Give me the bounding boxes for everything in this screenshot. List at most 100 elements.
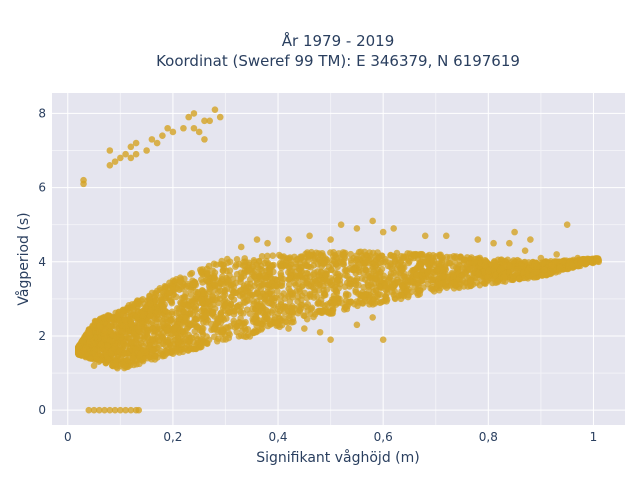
data-point xyxy=(314,268,321,275)
data-point xyxy=(360,283,367,291)
data-point xyxy=(322,272,329,280)
data-point xyxy=(128,321,135,329)
data-point xyxy=(257,302,265,310)
data-point xyxy=(579,258,587,266)
data-point xyxy=(480,268,487,276)
data-point xyxy=(443,284,451,291)
data-point xyxy=(159,303,167,311)
data-point xyxy=(178,341,185,348)
data-point xyxy=(122,406,129,414)
data-point xyxy=(158,297,165,304)
data-point xyxy=(148,136,156,143)
data-point xyxy=(132,139,140,147)
data-point xyxy=(130,361,138,369)
data-point xyxy=(152,290,160,298)
data-point xyxy=(74,349,82,356)
data-point xyxy=(127,154,135,162)
data-point xyxy=(228,286,236,294)
data-point xyxy=(377,259,384,267)
data-point xyxy=(327,266,335,273)
data-point xyxy=(144,333,152,341)
data-point xyxy=(364,279,372,286)
data-point xyxy=(117,333,125,341)
data-point xyxy=(323,286,331,293)
data-point xyxy=(525,271,533,279)
data-point xyxy=(219,261,226,269)
data-point xyxy=(327,336,334,343)
data-point xyxy=(223,255,231,263)
data-point xyxy=(269,252,277,259)
data-point xyxy=(199,325,207,332)
data-point xyxy=(264,314,271,322)
data-point xyxy=(494,278,501,286)
data-point xyxy=(253,319,261,327)
data-point xyxy=(120,350,128,357)
data-point xyxy=(414,287,422,295)
data-point xyxy=(136,360,143,368)
data-point xyxy=(344,272,351,280)
data-point xyxy=(180,124,187,132)
data-point xyxy=(393,249,401,257)
data-point xyxy=(324,308,332,315)
data-point xyxy=(458,272,466,280)
data-point xyxy=(394,261,402,269)
data-point xyxy=(132,346,140,353)
data-point xyxy=(427,268,435,275)
data-point xyxy=(119,360,127,368)
data-point xyxy=(273,287,281,295)
data-point xyxy=(272,319,280,327)
data-point xyxy=(379,228,387,236)
data-point xyxy=(509,271,517,279)
data-point xyxy=(164,124,171,132)
data-point xyxy=(190,124,198,132)
data-point xyxy=(173,285,180,293)
data-point xyxy=(368,266,376,273)
data-point xyxy=(250,258,258,266)
data-point xyxy=(384,277,392,284)
data-point xyxy=(574,254,581,262)
data-point xyxy=(466,265,474,273)
data-point xyxy=(253,236,261,243)
data-point xyxy=(210,278,217,286)
data-point xyxy=(111,406,119,414)
data-point xyxy=(538,272,546,279)
data-point xyxy=(230,317,238,325)
x-tick-label: 0,4 xyxy=(268,430,287,444)
data-point xyxy=(265,299,272,307)
data-point xyxy=(355,266,363,274)
data-point xyxy=(420,276,428,284)
data-point xyxy=(394,276,401,284)
data-point xyxy=(293,272,300,280)
data-point xyxy=(96,406,103,414)
data-point xyxy=(350,267,358,274)
data-point xyxy=(198,307,205,315)
data-point xyxy=(168,310,176,318)
data-point xyxy=(101,335,109,343)
data-point xyxy=(296,288,304,295)
data-point xyxy=(380,297,388,305)
data-point xyxy=(451,258,458,266)
data-point xyxy=(347,298,355,306)
data-point xyxy=(201,117,208,125)
data-point xyxy=(439,273,447,280)
data-point xyxy=(287,256,295,264)
data-point xyxy=(97,341,105,349)
data-point xyxy=(119,306,127,314)
data-point xyxy=(369,217,376,225)
data-point xyxy=(416,250,424,258)
y-tick-label: 8 xyxy=(38,106,46,120)
data-point xyxy=(362,251,370,259)
data-point xyxy=(335,250,343,257)
data-point xyxy=(241,299,249,307)
data-point xyxy=(189,297,196,305)
data-point xyxy=(164,318,171,326)
data-point xyxy=(235,260,243,268)
data-point xyxy=(278,282,286,289)
data-point xyxy=(595,258,603,266)
data-point xyxy=(460,283,468,290)
x-axis-label: Signifikant våghöjd (m) xyxy=(256,449,419,466)
data-point xyxy=(210,326,218,333)
data-point xyxy=(104,342,111,349)
data-point xyxy=(340,250,348,258)
data-point xyxy=(130,306,137,313)
